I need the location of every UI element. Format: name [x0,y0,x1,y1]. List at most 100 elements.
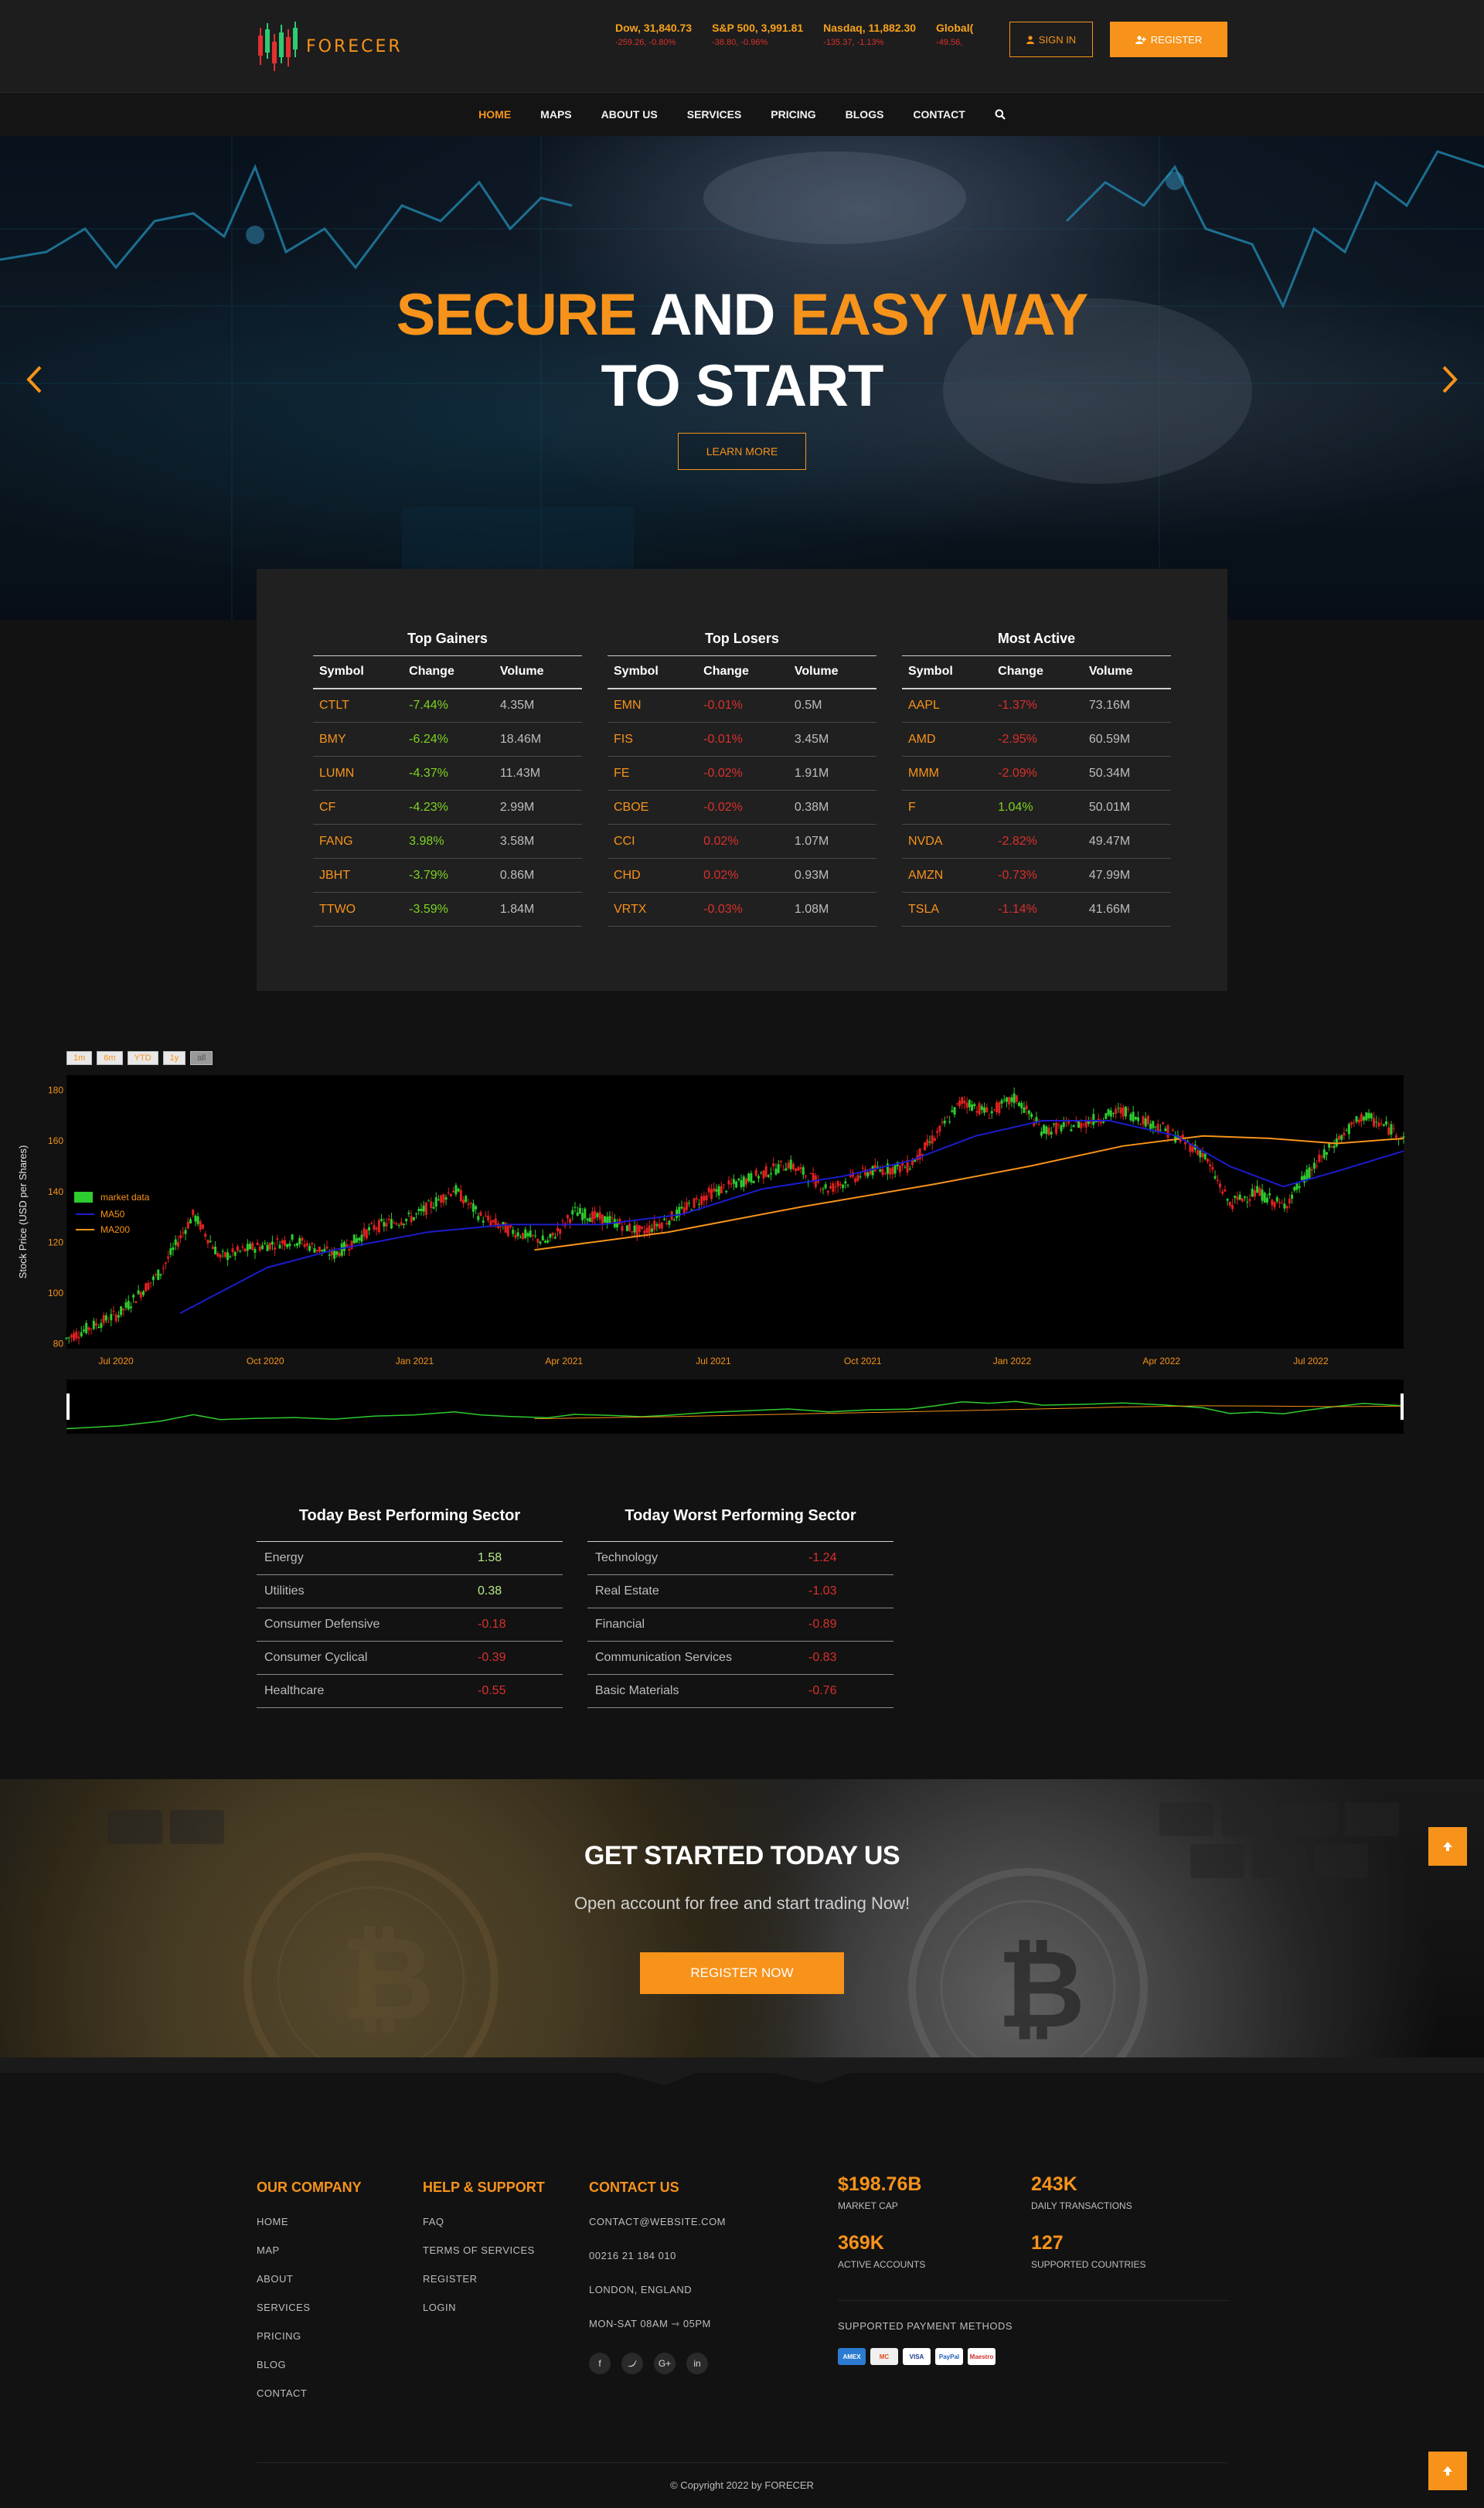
stock-price-chart[interactable]: 80 100 120 140 160 180 Jul 2020 Oct 2020 Jan 20… [0,1070,1484,1438]
symbol-cell[interactable]: NVDA [902,824,992,859]
contact-phone[interactable]: 00216 21 184 010 [589,2250,676,2261]
nav-maps[interactable]: MAPS [540,108,572,121]
range-ytd-button[interactable]: YTD [127,1051,158,1065]
candle-body [1111,1113,1115,1114]
footer-link[interactable]: MAP [257,2244,280,2256]
symbol-cell[interactable]: CF [313,790,403,825]
footer-link[interactable]: BLOG [257,2359,287,2370]
table-row[interactable]: AMZN -0.73% 47.99M [902,858,1171,893]
symbol-cell[interactable]: TTWO [313,892,403,927]
symbol-cell[interactable]: EMN [608,688,698,723]
footer-link[interactable]: HOME [257,2216,288,2227]
register-now-button[interactable]: REGISTER NOW [640,1952,844,1994]
register-button[interactable]: REGISTER [1110,22,1227,57]
scroll-top-arrow-icon[interactable] [1428,1827,1467,1866]
carousel-next-chevron-icon[interactable] [1435,360,1465,399]
table-row[interactable]: F 1.04% 50.01M [902,790,1171,825]
search-icon[interactable] [980,109,1020,120]
linkedin-icon[interactable]: in [686,2353,708,2374]
sign-in-button[interactable]: SIGN IN [1009,22,1093,57]
navigator-right-handle[interactable] [1401,1394,1404,1420]
ticker-nasdaq[interactable]: Nasdaq, 11,882.30 -135.37, -1.13% [823,22,916,47]
table-row[interactable]: LUMN -4.37% 11.43M [313,756,582,791]
symbol-cell[interactable]: TSLA [902,892,992,927]
candle-body [625,1225,628,1231]
symbol-cell[interactable]: AMD [902,722,992,757]
table-row[interactable]: FE -0.02% 1.91M [608,756,876,791]
table-row[interactable]: AMD -2.95% 60.59M [902,722,1171,757]
table-row[interactable]: CHD 0.02% 0.93M [608,858,876,893]
learn-more-button[interactable]: LEARN MORE [678,433,806,470]
candle-body [720,1186,723,1193]
facebook-icon[interactable]: f [589,2353,611,2374]
footer-link[interactable]: PRICING [257,2330,301,2342]
nav-blogs[interactable]: BLOGS [845,108,884,121]
footer-link[interactable]: SERVICES [257,2302,311,2313]
symbol-cell[interactable]: CTLT [313,688,403,723]
table-row[interactable]: VRTX -0.03% 1.08M [608,892,876,927]
candle-body [1030,1114,1033,1118]
brand-logo[interactable]: FORECER [257,20,403,73]
table-row[interactable]: CF -4.23% 2.99M [313,790,582,825]
symbol-cell[interactable]: FANG [313,824,403,859]
symbol-cell[interactable]: MMM [902,756,992,791]
google-plus-icon[interactable]: G+ [654,2353,676,2374]
symbol-cell[interactable]: JBHT [313,858,403,893]
ticker-sp500[interactable]: S&P 500, 3,991.81 -38.80, -0.96% [712,22,803,47]
footer-link[interactable]: ABOUT [257,2273,294,2285]
nav-about-us[interactable]: ABOUT US [601,108,658,121]
nav-home[interactable]: HOME [478,108,512,121]
range-all-button[interactable]: all [190,1051,213,1065]
symbol-cell[interactable]: VRTX [608,892,698,927]
symbol-cell[interactable]: CCI [608,824,698,859]
table-row[interactable]: TTWO -3.59% 1.84M [313,892,582,927]
table-body: Energy 1.58 Utilities 0.38 Consumer Defensiv… [257,1541,563,1708]
table-row[interactable]: FIS -0.01% 3.45M [608,722,876,757]
nav-services[interactable]: SERVICES [686,108,742,121]
table-row[interactable]: AAPL -1.37% 73.16M [902,688,1171,723]
candle-body [1320,1156,1323,1158]
contact-email[interactable]: CONTACT@WEBSITE.COM [589,2216,727,2227]
symbol-cell[interactable]: FIS [608,722,698,757]
symbol-cell[interactable]: F [902,790,992,825]
footer-link[interactable]: LOGIN [423,2302,456,2313]
twitter-icon[interactable] [621,2353,643,2374]
symbol-cell[interactable]: AAPL [902,688,992,723]
symbol-cell[interactable]: FE [608,756,698,791]
footer-link[interactable]: FAQ [423,2216,444,2227]
range-1m-button[interactable]: 1m [66,1051,93,1065]
table-row[interactable]: CCI 0.02% 1.07M [608,824,876,859]
range-6m-button[interactable]: 6m [97,1051,123,1065]
symbol-cell[interactable]: BMY [313,722,403,757]
ticker-global[interactable]: Global( -49.56, [936,22,973,47]
footer-link[interactable]: TERMS OF SERVICES [423,2244,535,2256]
table-row[interactable]: EMN -0.01% 0.5M [608,688,876,723]
ticker-dow[interactable]: Dow, 31,840.73 -259.26, -0.80% [615,22,692,47]
symbol-cell[interactable]: LUMN [313,756,403,791]
table-row[interactable]: JBHT -3.79% 0.86M [313,858,582,893]
table-row[interactable]: NVDA -2.82% 49.47M [902,824,1171,859]
candle-body [1139,1124,1142,1125]
navigator-left-handle[interactable] [66,1394,70,1420]
scroll-top-arrow-icon[interactable] [1428,2452,1467,2490]
nav-contact[interactable]: CONTACT [913,108,965,121]
table-row[interactable]: MMM -2.09% 50.34M [902,756,1171,791]
footer-link[interactable]: CONTACT [257,2387,308,2399]
symbol-cell[interactable]: CBOE [608,790,698,825]
table-row[interactable]: TSLA -1.14% 41.66M [902,892,1171,927]
footer-link[interactable]: REGISTER [423,2273,478,2285]
candle-body [1241,1198,1244,1202]
range-navigator[interactable] [66,1380,1404,1434]
table-row[interactable]: FANG 3.98% 3.58M [313,824,582,859]
nav-pricing[interactable]: PRICING [771,108,816,121]
symbol-cell[interactable]: AMZN [902,858,992,893]
table-row[interactable]: BMY -6.24% 18.46M [313,722,582,757]
candle-body [1203,1153,1207,1159]
sector-name: Consumer Cyclical [257,1641,470,1675]
range-1y-button[interactable]: 1y [162,1051,186,1065]
carousel-prev-chevron-icon[interactable] [19,360,49,399]
symbol-cell[interactable]: CHD [608,858,698,893]
x-tick-label: Oct 2020 [247,1356,284,1366]
table-row[interactable]: CBOE -0.02% 0.38M [608,790,876,825]
table-row[interactable]: CTLT -7.44% 4.35M [313,688,582,723]
